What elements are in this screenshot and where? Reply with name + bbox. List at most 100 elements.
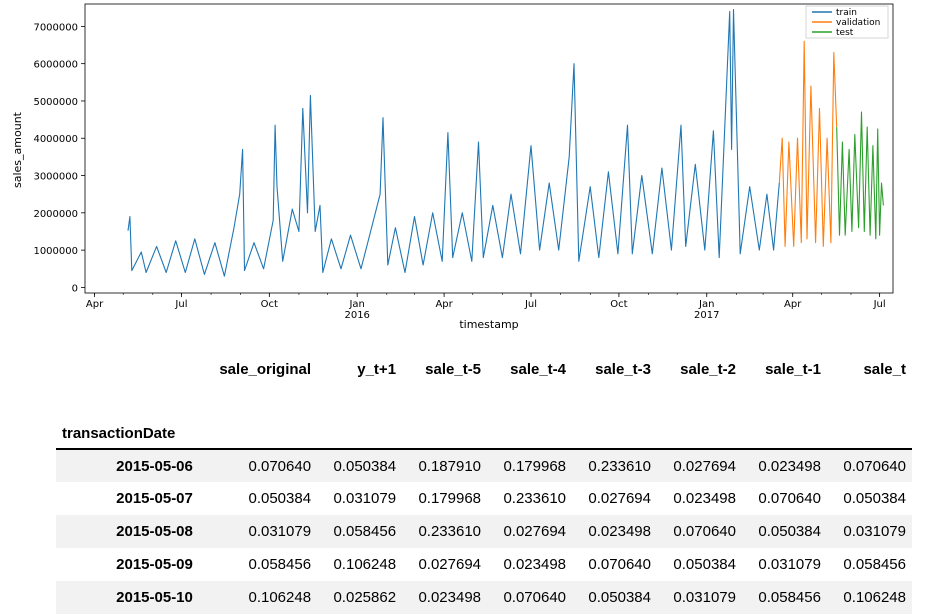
table-cell: 0.023498 [588, 523, 651, 540]
table-cell: 0.031079 [333, 490, 397, 507]
table-cell: 0.070640 [758, 490, 821, 507]
table-cell: 0.027694 [588, 490, 651, 507]
table-cell: 0.023498 [673, 490, 736, 507]
x-axis-label: timestamp [459, 318, 518, 331]
table-cell: 0.023498 [758, 457, 821, 475]
axes-box [84, 3, 894, 294]
table-cell: 0.050384 [588, 589, 651, 606]
table-cell: 0.023498 [503, 556, 567, 573]
table-cell: 0.106248 [248, 589, 312, 606]
x-tick-year-label: 2016 [344, 310, 369, 321]
table-cell: 0.031079 [758, 556, 821, 573]
column-header: sale_t-2 [680, 360, 736, 378]
y-axis-label: sales_amount [11, 111, 24, 188]
x-tick-label: Apr [86, 299, 104, 310]
table-cell: 0.050384 [843, 490, 906, 507]
x-tick-year-label: 2017 [694, 310, 719, 321]
legend-label-train: train [836, 8, 857, 18]
row-index-date: 2015-05-09 [116, 556, 193, 573]
x-tick-label: Jul [873, 299, 886, 310]
x-tick-label: Jan [348, 299, 364, 310]
x-tick-label: Oct [610, 299, 627, 310]
table-row: 2015-05-09 0.058456 0.106248 0.027694 0.0234… [56, 548, 912, 581]
index-header-row: transactionDate [56, 386, 912, 450]
table-cell: 0.233610 [588, 457, 651, 475]
table-cell: 0.027694 [418, 556, 482, 573]
index-header-spacer [487, 386, 573, 450]
table-cell: 0.106248 [843, 589, 906, 606]
y-tick-label: 4000000 [33, 134, 78, 145]
table-cell: 0.050384 [673, 556, 736, 573]
table-cell: 0.179968 [418, 490, 482, 507]
plot-frame [84, 3, 894, 294]
table-cell: 0.187910 [418, 457, 482, 475]
x-tick-label: Oct [261, 299, 278, 310]
table-cell: 0.027694 [503, 523, 567, 540]
table-row: 2015-05-07 0.050384 0.031079 0.179968 0.2336… [56, 482, 912, 515]
column-header-row: sale_original y_t+1 sale_t-5 sale_t-4 sale_t… [56, 352, 912, 386]
table-cell: 0.070640 [673, 523, 736, 540]
table-cell: 0.070640 [843, 457, 906, 475]
table-body: 2015-05-06 0.070640 0.050384 0.187910 0.1799… [56, 449, 912, 614]
table-cell: 0.058456 [758, 589, 821, 606]
table-cell: 0.058456 [333, 523, 397, 540]
corner-cell [56, 352, 199, 386]
index-name-header: transactionDate [56, 386, 199, 450]
column-header: sale_t-1 [765, 360, 821, 378]
table-cell: 0.025862 [333, 589, 397, 606]
table-cell: 0.070640 [503, 589, 567, 606]
row-index-date: 2015-05-07 [116, 490, 193, 507]
series-layer [127, 9, 884, 277]
y-tick-label: 0 [72, 283, 78, 294]
y-tick-label: 6000000 [33, 60, 78, 71]
index-header-spacer [657, 386, 742, 450]
y-tick-label: 3000000 [33, 172, 78, 183]
table-cell: 0.058456 [248, 556, 312, 573]
column-header: y_t+1 [357, 360, 397, 378]
column-header: sale_t-4 [510, 360, 567, 378]
y-tick-label: 5000000 [33, 97, 78, 108]
y-tick-label: 1000000 [33, 246, 78, 257]
x-tick-label: Apr [435, 299, 453, 310]
table-cell: 0.050384 [333, 457, 397, 475]
y-tick-label: 2000000 [33, 209, 78, 220]
table-cell: 0.031079 [843, 523, 906, 540]
index-header-spacer [317, 386, 403, 450]
table-cell: 0.106248 [333, 556, 397, 573]
table-cell: 0.058456 [843, 556, 906, 573]
y-tick-label: 7000000 [33, 22, 78, 33]
table-row: 2015-05-08 0.031079 0.058456 0.233610 0.0276… [56, 515, 912, 548]
table-cell: 0.031079 [248, 523, 312, 540]
table-cell: 0.179968 [503, 457, 567, 475]
table-row: 2015-05-06 0.070640 0.050384 0.187910 0.1799… [56, 449, 912, 482]
table-cell: 0.070640 [588, 556, 651, 573]
y-axis: 0 1000000 2000000 3000000 4000000 5000000 6000… [33, 22, 85, 294]
x-tick-label: Jan [698, 299, 714, 310]
column-header: sale_t-3 [595, 360, 651, 378]
table-cell: 0.023498 [418, 589, 482, 606]
row-index-date: 2015-05-06 [116, 457, 193, 475]
lag-features-table-container: sale_original y_t+1 sale_t-5 sale_t-4 sale_t… [56, 352, 912, 614]
table-cell: 0.050384 [758, 523, 821, 540]
x-tick-label: Jul [524, 299, 537, 310]
series-line-validation [778, 40, 838, 247]
legend-label-test: test [836, 28, 854, 38]
column-header: sale_t-5 [425, 360, 482, 378]
row-index-date: 2015-05-08 [116, 523, 193, 540]
sales-line-chart: 0 1000000 2000000 3000000 4000000 5000000 6000… [11, 3, 894, 331]
legend-label-validation: validation [836, 18, 880, 28]
index-header-spacer [826, 386, 912, 450]
column-header: sale_original [219, 360, 312, 378]
table-cell: 0.233610 [418, 523, 482, 540]
index-header-spacer [572, 386, 657, 450]
table-cell: 0.027694 [673, 457, 736, 475]
table-row: 2015-05-10 0.106248 0.025862 0.023498 0.0706… [56, 581, 912, 614]
index-header-spacer [402, 386, 488, 450]
x-tick-label: Jul [174, 299, 187, 310]
x-tick-label: Apr [784, 299, 802, 310]
series-line-train [127, 9, 780, 277]
column-header: sale_t [863, 360, 906, 378]
row-index-date: 2015-05-10 [116, 589, 193, 606]
